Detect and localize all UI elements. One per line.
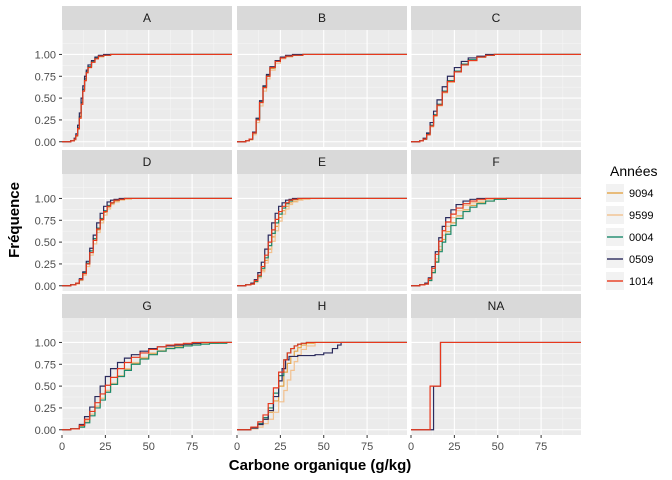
x-tick-label: 25 — [274, 441, 286, 453]
panel-background — [411, 30, 581, 147]
x-tick-label: 0 — [408, 441, 414, 453]
legend-title: Années — [610, 163, 657, 179]
facet-panel-f: F — [410, 150, 581, 291]
x-tick-label: 50 — [492, 441, 504, 453]
x-tick-label: 25 — [448, 441, 460, 453]
x-tick-label: 50 — [318, 441, 330, 453]
series-line-1014 — [237, 341, 407, 431]
facet-panel-d: D — [61, 150, 232, 291]
y-tick-label: 1.00 — [35, 337, 56, 349]
y-tick-label: 0.50 — [35, 381, 56, 393]
facet-strip — [411, 6, 581, 30]
y-tick-label: 0.75 — [35, 215, 56, 227]
facet-strip-label: D — [143, 155, 152, 169]
facet-strip-label: A — [143, 11, 151, 25]
y-tick-label: 0.00 — [35, 281, 56, 293]
legend-entry-0004: 0004 — [606, 228, 653, 246]
y-tick-label: 0.25 — [35, 115, 56, 127]
series-line-9599 — [237, 341, 407, 431]
x-tick-label: 75 — [361, 441, 373, 453]
series-line-1014 — [62, 53, 232, 143]
panel-background — [411, 318, 581, 435]
series-line-1014 — [411, 341, 581, 431]
legend-entry-1014: 1014 — [606, 272, 653, 290]
x-tick-label: 0 — [234, 441, 240, 453]
legend-entry-9094: 9094 — [606, 184, 653, 202]
legend-label: 0004 — [629, 232, 653, 244]
facet-strip-label: G — [142, 299, 151, 313]
series-line-1014 — [411, 197, 581, 287]
series-line-1014 — [237, 53, 407, 143]
y-tick-label: 0.50 — [35, 237, 56, 249]
facet-strip — [237, 6, 407, 30]
x-tick-label: 75 — [186, 441, 198, 453]
facet-panel-b: B — [236, 6, 407, 147]
facet-strip-label: NA — [488, 299, 505, 313]
facet-panel-e: E — [236, 150, 407, 291]
facet-panel-na: NA — [410, 294, 581, 435]
series-line-1014 — [411, 53, 581, 143]
y-tick-label: 1.00 — [35, 193, 56, 205]
y-tick-label: 0.75 — [35, 359, 56, 371]
facet-strip-label: B — [318, 11, 326, 25]
legend: Années 9094 9599 0004 0509 1014 — [606, 163, 657, 290]
facet-panel-a: A — [61, 6, 232, 147]
series-line-1014 — [237, 197, 407, 287]
y-tick-label: 0.00 — [35, 137, 56, 149]
facet-strip-label: H — [318, 299, 327, 313]
facet-panel-h: H — [236, 294, 407, 435]
y-axis-title: Fréquence — [6, 182, 23, 258]
series-line-1014 — [62, 341, 232, 431]
panel-background — [237, 30, 407, 147]
facet-strip-label: F — [492, 155, 499, 169]
facet-strip — [411, 150, 581, 174]
x-tick-label: 0 — [59, 441, 65, 453]
facet-strip-label: C — [492, 11, 501, 25]
y-axis-ticks: 0.00 0.25 0.50 0.75 1.00 0.00 0.25 0.50 0.75 1.00… — [35, 49, 62, 437]
series-line-0004 — [62, 341, 232, 431]
legend-label: 0509 — [629, 254, 653, 266]
series-line-1014 — [62, 197, 232, 287]
x-tick-label: 50 — [143, 441, 155, 453]
y-tick-label: 0.75 — [35, 71, 56, 83]
y-tick-label: 0.00 — [35, 425, 56, 437]
panel-background — [62, 318, 232, 435]
panel-background — [411, 174, 581, 291]
facet-panel-c: C — [410, 6, 581, 147]
x-axis-title: Carbone organique (g/kg) — [229, 457, 412, 474]
legend-label: 9094 — [629, 188, 653, 200]
y-tick-label: 0.25 — [35, 403, 56, 415]
facet-strip — [62, 294, 232, 318]
x-tick-label: 25 — [99, 441, 111, 453]
panel-background — [62, 174, 232, 291]
facet-strip — [62, 6, 232, 30]
x-axis-ticks: 0 25 50 75 0 25 50 75 0 25 50 75 — [59, 435, 547, 453]
y-tick-label: 1.00 — [35, 49, 56, 61]
legend-entries: 9094 9599 0004 0509 1014 — [606, 184, 653, 290]
facet-panels: A B C D E F G H NA — [61, 6, 581, 435]
panel-background — [62, 30, 232, 147]
legend-label: 9599 — [629, 210, 653, 222]
legend-entry-9599: 9599 — [606, 206, 653, 224]
facet-panel-g: G — [61, 294, 232, 435]
facet-strip — [411, 294, 581, 318]
legend-label: 1014 — [629, 276, 653, 288]
y-tick-label: 0.50 — [35, 93, 56, 105]
x-tick-label: 75 — [535, 441, 547, 453]
facet-strip — [237, 150, 407, 174]
facet-strip — [62, 150, 232, 174]
facet-strip-label: E — [318, 155, 326, 169]
facet-strip — [237, 294, 407, 318]
panel-background — [237, 174, 407, 291]
y-tick-label: 0.25 — [35, 259, 56, 271]
legend-entry-0509: 0509 — [606, 250, 653, 268]
